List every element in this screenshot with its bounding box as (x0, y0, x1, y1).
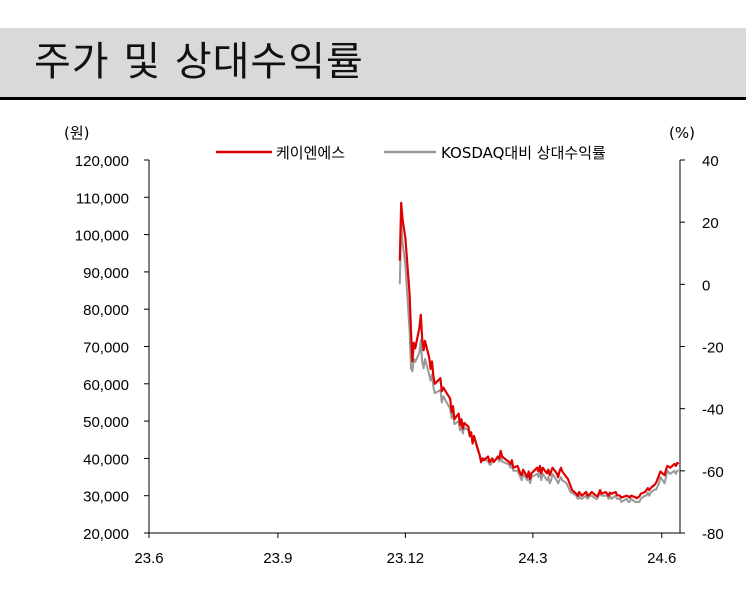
legend-label-1: KOSDAQ대비 상대수익률 (441, 144, 606, 162)
left-tick-label: 110,000 (76, 190, 129, 207)
series-layer (398, 201, 680, 503)
x-axis-ticks: 23.6 23.9 23.12 24.3 24.6 (134, 533, 676, 567)
header-bar: 주가 및 상대수익률 (0, 28, 746, 100)
legend: 케이엔에스 KOSDAQ대비 상대수익률 (216, 144, 606, 162)
left-tick-label: 100,000 (75, 228, 129, 245)
right-tick-label: 20 (702, 215, 719, 232)
left-tick-label: 50,000 (83, 414, 129, 431)
legend-label-0: 케이엔에스 (276, 144, 345, 162)
left-tick-label: 70,000 (83, 340, 129, 357)
left-axis-ticks: 120,000 110,000 100,000 90,000 80,000 70,000 6… (75, 153, 149, 543)
x-tick-label: 23.6 (134, 550, 163, 567)
right-axis-ticks: 40 20 0 -20 -40 -60 -80 (680, 153, 724, 543)
series-line-kns (398, 201, 680, 500)
x-tick-label: 24.3 (518, 550, 547, 567)
left-tick-label: 60,000 (83, 377, 129, 394)
left-tick-label: 120,000 (75, 153, 129, 170)
x-tick-label: 23.9 (263, 550, 292, 567)
right-tick-label: -80 (702, 526, 724, 543)
x-tick-label: 24.6 (647, 550, 676, 567)
right-tick-label: 0 (702, 277, 710, 294)
left-tick-label: 80,000 (83, 302, 129, 319)
series-line-relative-return (398, 221, 679, 503)
left-tick-label: 30,000 (83, 489, 129, 506)
right-tick-label: -20 (702, 340, 724, 357)
right-tick-label: 40 (702, 153, 719, 170)
left-tick-label: 20,000 (83, 526, 129, 543)
left-tick-label: 90,000 (83, 265, 129, 282)
right-axis-unit: (%) (669, 124, 695, 142)
left-axis-unit: (원) (64, 124, 90, 142)
x-tick-label: 23.12 (387, 550, 425, 567)
page-title: 주가 및 상대수익률 (34, 39, 364, 85)
left-tick-label: 40,000 (83, 451, 129, 468)
right-tick-label: -40 (702, 402, 724, 419)
right-tick-label: -60 (702, 464, 724, 481)
